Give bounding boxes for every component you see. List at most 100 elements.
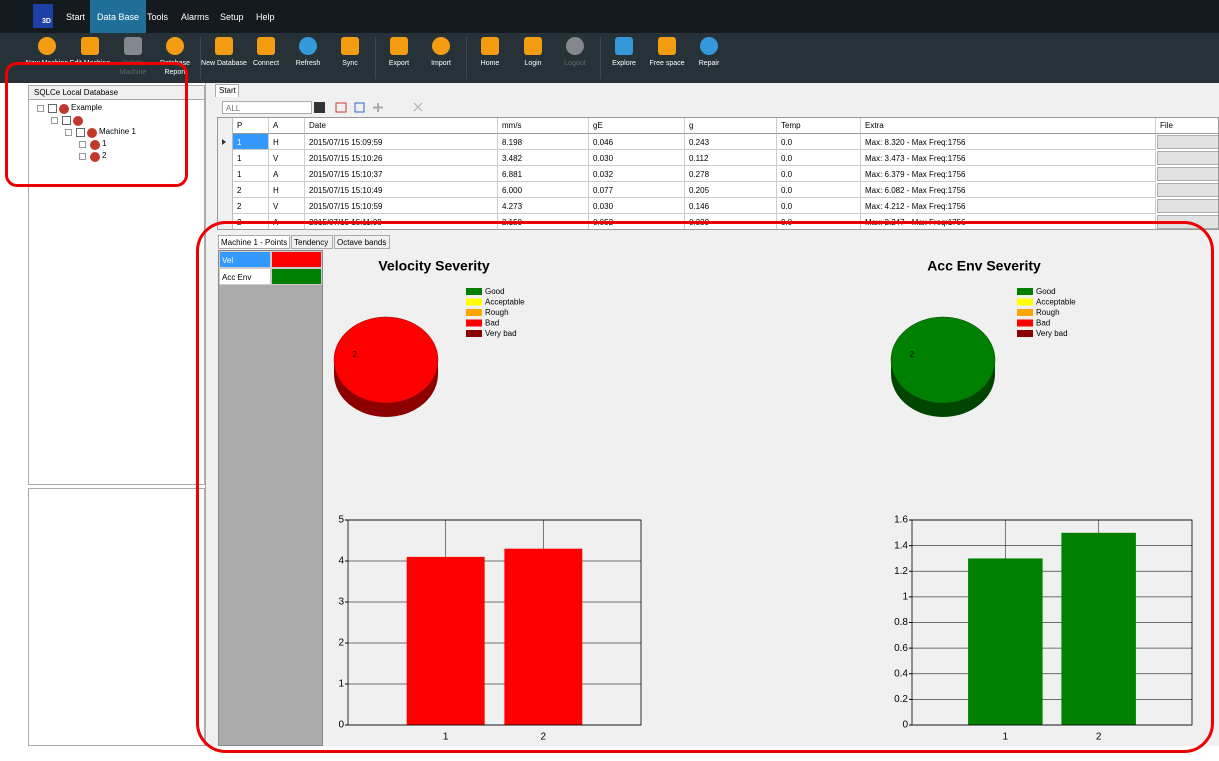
grid-cell[interactable]: 0.032: [589, 166, 685, 182]
toolbar-icon[interactable]: [658, 37, 676, 55]
grid-cell[interactable]: 0.077: [589, 182, 685, 198]
toolbar-icon[interactable]: [481, 37, 499, 55]
file-button[interactable]: [1157, 135, 1218, 149]
column-header[interactable]: Extra: [861, 118, 1156, 134]
toolbar-icon[interactable]: [566, 37, 584, 55]
toolbar-icon[interactable]: [299, 37, 317, 55]
toolbar-icon[interactable]: [615, 37, 633, 55]
expand-box[interactable]: [65, 129, 72, 136]
point-status[interactable]: [271, 268, 322, 285]
toolbar-icon[interactable]: [124, 37, 142, 55]
checkbox[interactable]: [48, 104, 57, 113]
checkbox[interactable]: [76, 128, 85, 137]
tab[interactable]: Start: [215, 84, 239, 97]
toolbar-label[interactable]: Login: [524, 60, 542, 67]
icon[interactable]: [314, 102, 325, 113]
grid-cell[interactable]: 0.0: [777, 150, 861, 166]
menu-item[interactable]: Data Base: [90, 0, 147, 33]
menu-item[interactable]: Tools: [147, 12, 169, 22]
tree-node[interactable]: 1: [102, 139, 107, 148]
column-header[interactable]: Date: [305, 118, 498, 134]
grid-cell[interactable]: 2: [233, 198, 269, 214]
grid-cell[interactable]: 0.205: [685, 182, 777, 198]
grid-cell[interactable]: 0.0: [777, 182, 861, 198]
toolbar-icon[interactable]: [390, 37, 408, 55]
toolbar-label[interactable]: New Database: [201, 60, 247, 67]
logo[interactable]: 3D: [33, 4, 53, 28]
detail-tab[interactable]: Octave bands: [334, 235, 390, 249]
grid-cell[interactable]: 2015/07/15 15:10:59: [305, 198, 498, 214]
grid-cell[interactable]: Max: 8.320 - Max Freq:1756: [861, 134, 1156, 150]
file-button[interactable]: [1157, 167, 1218, 181]
menu-item[interactable]: Help: [256, 12, 275, 22]
grid-cell[interactable]: Max: 3.473 - Max Freq:1756: [861, 150, 1156, 166]
column-header[interactable]: gE: [589, 118, 685, 134]
point-status[interactable]: [271, 251, 322, 268]
toolbar-label[interactable]: Refresh: [295, 60, 321, 67]
toolbar-label[interactable]: Export: [388, 60, 410, 67]
icon[interactable]: [354, 102, 365, 113]
column-header[interactable]: Temp: [777, 118, 861, 134]
filter-dropdown[interactable]: ALL: [222, 101, 312, 114]
expand-box[interactable]: [79, 153, 86, 160]
grid-cell[interactable]: V: [269, 198, 305, 214]
grid-cell[interactable]: 0.243: [685, 134, 777, 150]
icon[interactable]: [413, 102, 423, 112]
column-header[interactable]: File: [1156, 118, 1218, 134]
grid-cell[interactable]: 0.0: [777, 166, 861, 182]
column-header[interactable]: g: [685, 118, 777, 134]
checkbox[interactable]: [62, 116, 71, 125]
column-header[interactable]: A: [269, 118, 305, 134]
grid-cell[interactable]: 2015/07/15 15:10:26: [305, 150, 498, 166]
toolbar-icon[interactable]: [341, 37, 359, 55]
grid-cell[interactable]: 3.482: [498, 150, 589, 166]
file-button[interactable]: [1157, 183, 1218, 197]
detail-tab[interactable]: Machine 1 - Points: [218, 235, 290, 249]
toolbar-icon[interactable]: [38, 37, 56, 55]
grid-cell[interactable]: 2015/07/15 15:10:37: [305, 166, 498, 182]
grid-cell[interactable]: 2015/07/15 15:10:49: [305, 182, 498, 198]
grid-cell[interactable]: 1: [233, 150, 269, 166]
toolbar-label[interactable]: Logout: [564, 60, 586, 67]
expand-box[interactable]: [37, 105, 44, 112]
grid-cell[interactable]: 0.0: [777, 134, 861, 150]
grid-cell[interactable]: 0.030: [589, 150, 685, 166]
detail-tab[interactable]: Tendency: [291, 235, 333, 249]
grid-cell[interactable]: 0.278: [685, 166, 777, 182]
file-button[interactable]: [1157, 199, 1218, 213]
grid-cell[interactable]: Max: 6.082 - Max Freq:1756: [861, 182, 1156, 198]
grid-cell[interactable]: 1: [233, 166, 269, 182]
menu-item[interactable]: Alarms: [181, 12, 210, 22]
column-header[interactable]: mm/s: [498, 118, 589, 134]
grid-cell[interactable]: Max: 4.212 - Max Freq:1756: [861, 198, 1156, 214]
menu-item[interactable]: Start: [66, 12, 86, 22]
grid-cell[interactable]: 2: [233, 182, 269, 198]
grid-cell[interactable]: 0.030: [589, 198, 685, 214]
grid-cell[interactable]: A: [269, 166, 305, 182]
grid-cell[interactable]: 8.198: [498, 134, 589, 150]
toolbar-icon[interactable]: [215, 37, 233, 55]
toolbar-label[interactable]: Repair: [698, 60, 720, 67]
menu-item[interactable]: Setup: [220, 12, 244, 22]
grid-cell[interactable]: H: [269, 134, 305, 150]
grid-cell[interactable]: 0.046: [589, 134, 685, 150]
grid-cell[interactable]: 0.0: [777, 198, 861, 214]
toolbar-icon[interactable]: [700, 37, 718, 55]
toolbar-label[interactable]: Free space: [649, 60, 685, 67]
expand-box[interactable]: [51, 117, 58, 124]
toolbar-icon[interactable]: [524, 37, 542, 55]
expand-box[interactable]: [79, 141, 86, 148]
grid-cell[interactable]: Max: 6.379 - Max Freq:1756: [861, 166, 1156, 182]
toolbar-icon[interactable]: [432, 37, 450, 55]
toolbar-label[interactable]: Home: [480, 60, 500, 67]
grid-cell[interactable]: H: [269, 182, 305, 198]
toolbar-icon[interactable]: [257, 37, 275, 55]
toolbar-label[interactable]: Connect: [252, 60, 280, 67]
icon[interactable]: [373, 103, 383, 112]
file-button[interactable]: [1157, 151, 1218, 165]
toolbar-label[interactable]: Explore: [612, 60, 636, 67]
grid-cell[interactable]: 0.112: [685, 150, 777, 166]
tree-node[interactable]: Machine 1: [99, 127, 136, 136]
grid-cell[interactable]: V: [269, 150, 305, 166]
grid-cell[interactable]: 6.881: [498, 166, 589, 182]
